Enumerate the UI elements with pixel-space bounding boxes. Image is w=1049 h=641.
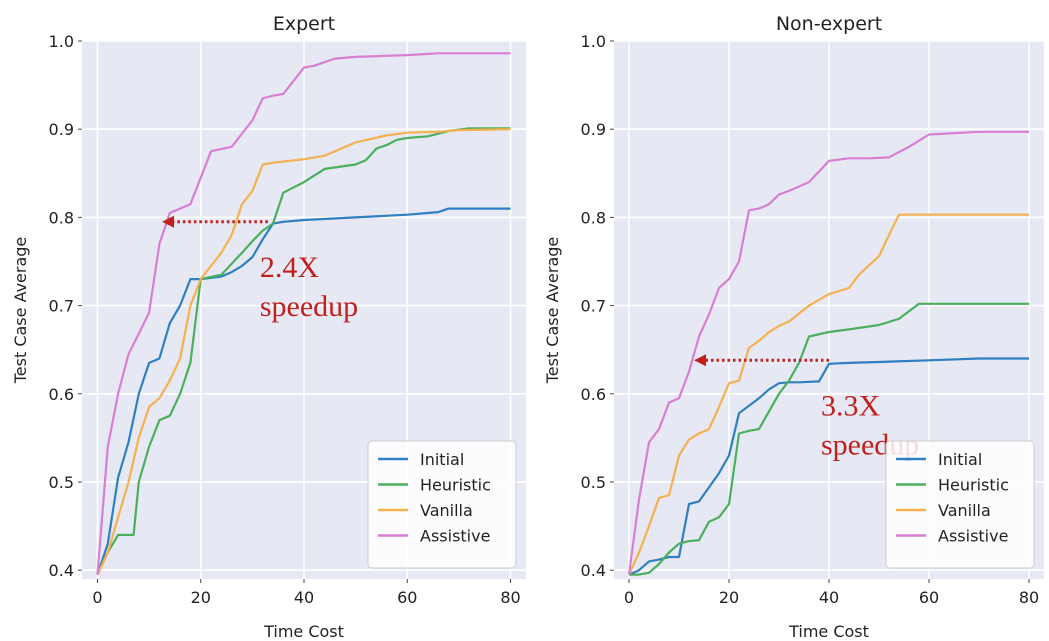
speedup-arrow-head: [694, 354, 706, 367]
series-line-heuristic: [629, 302, 1029, 576]
x-tick-label: 20: [719, 588, 739, 607]
y-tick-label: 0.7: [581, 297, 606, 316]
speedup-label: speedup: [260, 290, 358, 323]
x-tick-label: 80: [1019, 588, 1039, 607]
x-tick-label: 40: [294, 588, 314, 607]
y-tick-label: 0.7: [49, 297, 74, 316]
legend-label-vanilla: Vanilla: [938, 501, 991, 520]
series-line-initial: [96, 207, 511, 575]
expert-chart-panel: 0 20 40 60 80 0.4 0.5 0.6 0.7 0.8 0.9 1.0 Expert Time…: [11, 13, 526, 641]
speedup-arrow-head: [162, 215, 175, 228]
series-line-vanilla: [627, 213, 1029, 576]
y-tick-label: 0.4: [581, 561, 606, 580]
y-tick-label: 0.5: [581, 473, 606, 492]
y-tick-label: 0.6: [581, 385, 606, 404]
legend: Initial Heuristic Vanilla Assistive: [367, 440, 517, 569]
y-tick-label: 0.9: [581, 120, 606, 139]
x-axis-label: Time Cost: [263, 622, 344, 641]
x-tick-label: 60: [397, 588, 417, 607]
y-tick-label: 0.9: [49, 120, 74, 139]
legend-label-heuristic: Heuristic: [938, 476, 1009, 495]
series-line-vanilla: [96, 128, 511, 576]
y-tick-label: 0.8: [581, 208, 606, 227]
speedup-value: 3.3X: [821, 389, 881, 422]
chart-title: Expert: [273, 13, 335, 35]
y-tick-label: 1.0: [49, 32, 74, 51]
x-tick-label: 20: [191, 588, 211, 607]
legend-label-heuristic: Heuristic: [420, 476, 491, 495]
legend-label-vanilla: Vanilla: [420, 501, 473, 520]
legend: Initial Heuristic Vanilla Assistive: [885, 440, 1035, 569]
x-axis-label: Time Cost: [788, 622, 869, 641]
legend-label-assistive: Assistive: [938, 527, 1008, 546]
y-tick-label: 0.8: [49, 208, 74, 227]
y-tick-label: 0.5: [49, 473, 74, 492]
x-tick-label: 80: [500, 588, 520, 607]
legend-label-initial: Initial: [938, 450, 982, 469]
y-tick-label: 0.6: [49, 385, 74, 404]
x-tick-label: 0: [624, 588, 634, 607]
x-tick-label: 0: [92, 588, 102, 607]
y-tick-label: 0.4: [49, 561, 74, 580]
series-line-heuristic: [96, 127, 511, 576]
series-line-assistive: [627, 130, 1029, 575]
y-tick-label: 1.0: [581, 32, 606, 51]
x-tick-label: 40: [819, 588, 839, 607]
legend-label-assistive: Assistive: [420, 527, 490, 546]
speedup-value: 2.4X: [260, 251, 320, 284]
y-axis-label: Test Case Average: [543, 237, 562, 385]
y-axis-label: Test Case Average: [11, 237, 30, 385]
x-tick-label: 60: [919, 588, 939, 607]
chart-title: Non-expert: [776, 13, 882, 35]
non-expert-chart-panel: 0 20 40 60 80 0.4 0.5 0.6 0.7 0.8 0.9 1.0 Non-expert…: [543, 13, 1044, 641]
legend-label-initial: Initial: [420, 450, 464, 469]
series-line-assistive: [96, 52, 511, 575]
